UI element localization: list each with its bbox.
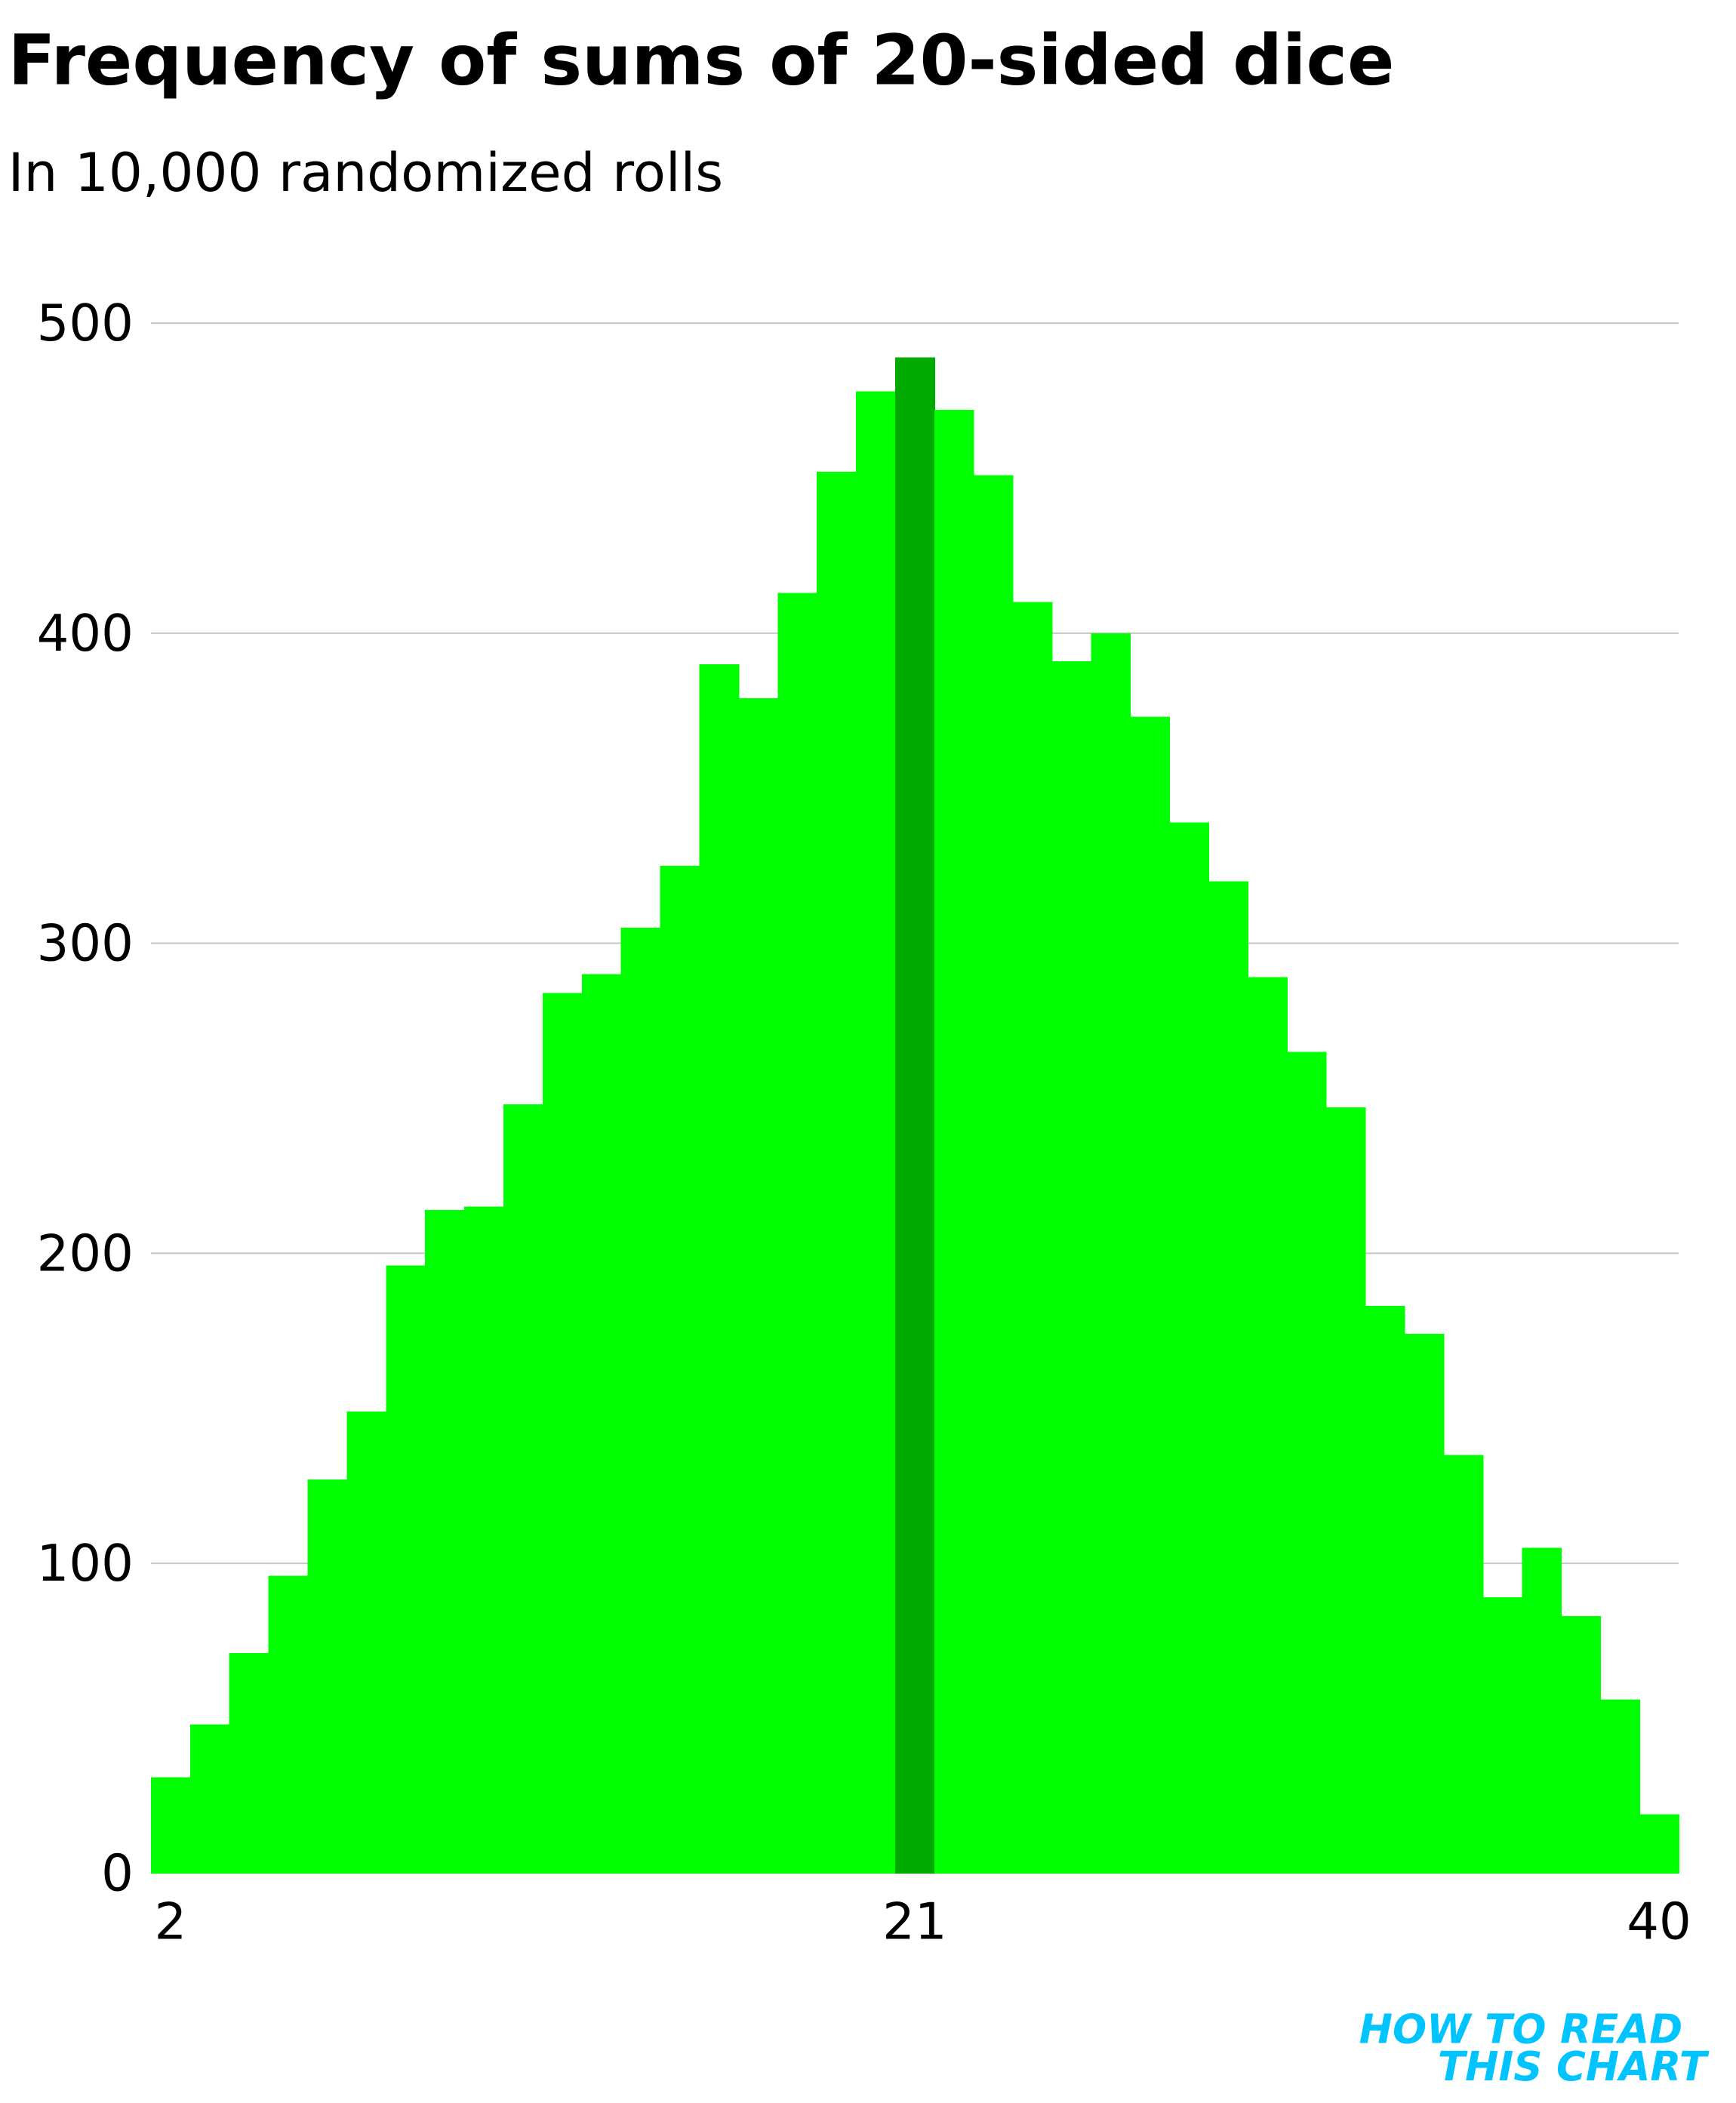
bar	[620, 928, 661, 1874]
bar	[386, 1265, 426, 1874]
x-tick-label: 21	[882, 1892, 947, 1951]
bar	[1561, 1615, 1602, 1874]
y-tick-label: 100	[37, 1534, 134, 1593]
y-tick-label: 400	[37, 604, 134, 663]
bar	[1639, 1814, 1679, 1874]
bar	[856, 391, 896, 1874]
bar	[1443, 1455, 1484, 1874]
bar	[1404, 1334, 1445, 1874]
bar	[660, 865, 700, 1874]
bar	[268, 1575, 309, 1874]
bar	[1600, 1699, 1640, 1874]
bar	[1248, 977, 1288, 1874]
bar	[1012, 602, 1053, 1874]
y-tick-label: 0	[101, 1844, 134, 1903]
y-tick-label: 200	[37, 1224, 134, 1282]
bar	[425, 1209, 465, 1874]
bar	[150, 1777, 191, 1874]
bar	[189, 1724, 230, 1874]
bar	[503, 1104, 543, 1874]
bar	[581, 974, 622, 1874]
chart-subtitle: In 10,000 randomized rolls	[8, 141, 723, 204]
bar	[738, 698, 779, 1874]
bar	[229, 1653, 269, 1874]
bar	[346, 1411, 387, 1874]
bar	[1169, 822, 1210, 1874]
bar	[699, 664, 740, 1874]
bar	[1365, 1306, 1405, 1874]
bar	[934, 410, 974, 1874]
bar	[464, 1206, 504, 1874]
bar	[777, 593, 818, 1874]
bar	[1522, 1547, 1562, 1874]
bar	[1482, 1597, 1523, 1874]
bar	[1325, 1107, 1366, 1874]
bar	[817, 472, 857, 1874]
bar	[1286, 1052, 1327, 1874]
bar	[1091, 633, 1131, 1874]
logo-line: HOW TO READ	[1359, 2006, 1683, 2052]
bar	[542, 993, 583, 1874]
x-tick-label: 40	[1627, 1892, 1691, 1951]
bar	[973, 475, 1014, 1874]
chart-title: Frequency of sums of 20-sided dice	[8, 20, 1395, 100]
bar	[307, 1479, 348, 1874]
y-tick-label: 300	[37, 914, 134, 973]
bar	[1051, 660, 1092, 1874]
y-tick-label: 500	[37, 294, 134, 353]
logo-line: THIS CHART	[1438, 2043, 1710, 2090]
x-tick-label: 2	[154, 1892, 186, 1951]
bar	[1130, 716, 1171, 1874]
bar	[1208, 881, 1248, 1874]
bar	[894, 357, 935, 1874]
